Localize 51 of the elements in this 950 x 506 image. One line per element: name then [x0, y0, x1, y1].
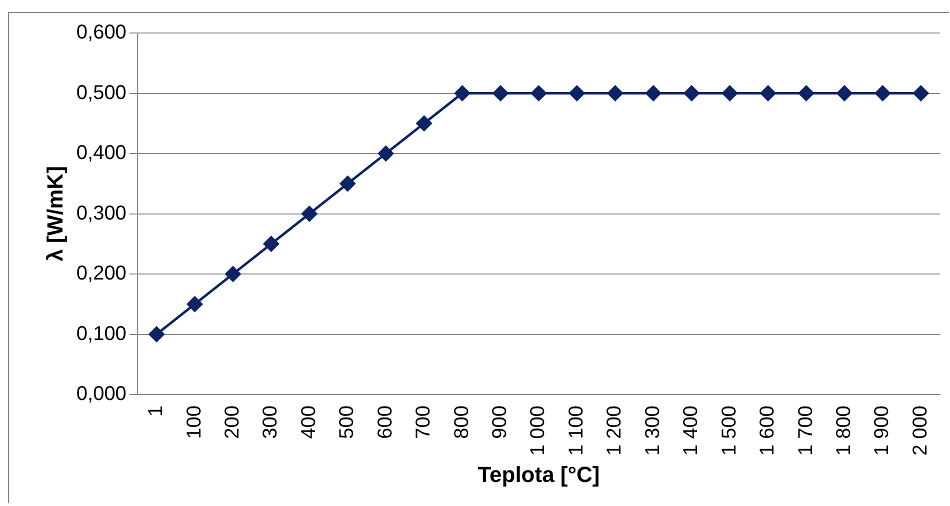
x-tick-label: 1 700: [794, 406, 817, 456]
point: [492, 86, 508, 102]
point: [722, 86, 738, 102]
x-tick-label: 1 100: [565, 406, 588, 456]
point: [913, 86, 929, 102]
y-tick-label: 0,400: [76, 142, 126, 164]
point: [454, 86, 470, 102]
x-tick-label: 1: [145, 406, 168, 417]
x-tick-label: 800: [450, 406, 473, 439]
point: [646, 86, 662, 102]
x-tick-label: 2 000: [909, 406, 932, 456]
x-tick-label: 1 600: [756, 406, 779, 456]
x-tick-label: 1 000: [527, 406, 550, 456]
point: [760, 86, 776, 102]
y-tick-label: 0,000: [76, 383, 126, 406]
y-tick-label: 0,500: [76, 82, 126, 104]
x-tick-label: 1 400: [680, 406, 702, 456]
point: [225, 266, 241, 282]
point: [569, 86, 585, 102]
y-tick-label: 0,200: [76, 262, 126, 285]
x-tick-label: 400: [298, 406, 320, 439]
x-tick-label: 1 800: [832, 406, 855, 456]
x-tick-label: 200: [222, 406, 244, 439]
point: [340, 176, 356, 192]
y-tick-label: 0,300: [76, 202, 126, 224]
point: [378, 146, 394, 162]
point: [607, 86, 623, 102]
x-tick-label: 1 900: [871, 406, 894, 456]
point: [416, 116, 432, 132]
point: [148, 326, 164, 342]
x-tick-label: 900: [489, 406, 512, 439]
point: [530, 86, 546, 102]
point: [684, 86, 700, 102]
point: [263, 236, 279, 252]
point: [836, 86, 852, 102]
point: [874, 86, 890, 102]
y-tick-label: 0,100: [76, 322, 126, 345]
x-tick-label: 600: [374, 406, 396, 439]
x-axis-title: Teplota [°C]: [478, 462, 600, 487]
x-tick-label: 700: [412, 406, 435, 439]
y-tick-label: 0,600: [76, 22, 126, 44]
x-tick-label: 1 500: [718, 406, 740, 456]
x-tick-label: 1 300: [642, 406, 664, 456]
x-tick-label: 100: [183, 406, 206, 439]
x-tick-label: 300: [260, 406, 282, 439]
point: [187, 296, 203, 312]
point: [302, 206, 318, 222]
point: [798, 86, 814, 102]
y-axis-title: λ [W/mK]: [42, 166, 68, 262]
x-tick-label: 500: [336, 406, 358, 439]
x-tick-label: 1 200: [604, 406, 626, 456]
